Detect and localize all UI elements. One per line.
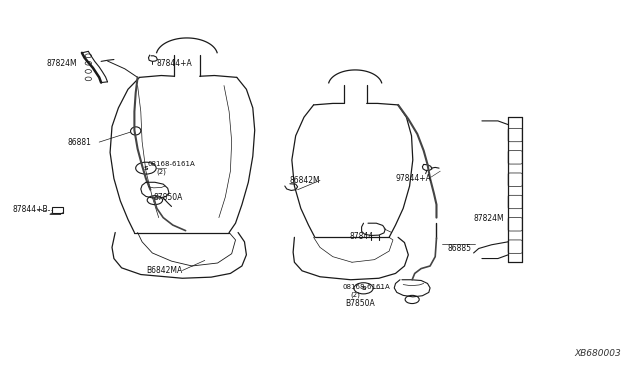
FancyBboxPatch shape [508,218,522,231]
FancyBboxPatch shape [508,151,522,164]
Text: 08168-6161A: 08168-6161A [147,161,195,167]
Text: 87824M: 87824M [474,214,504,223]
FancyBboxPatch shape [508,240,522,253]
Text: 86885: 86885 [448,244,472,253]
Text: 87844+B: 87844+B [13,205,49,214]
Text: 87844: 87844 [349,232,374,241]
Text: 87824M: 87824M [46,59,77,68]
Text: S: S [361,286,366,291]
Text: B7850A: B7850A [346,299,375,308]
Text: 97844+A: 97844+A [396,174,431,183]
Text: (2): (2) [157,169,166,175]
Text: 87850A: 87850A [154,193,183,202]
Text: 08168-6161A: 08168-6161A [342,284,390,290]
Text: 86881: 86881 [67,138,91,147]
FancyBboxPatch shape [508,195,522,209]
Text: 86842M: 86842M [289,176,320,185]
FancyBboxPatch shape [508,173,522,186]
Text: (2): (2) [351,292,360,298]
FancyBboxPatch shape [508,128,522,142]
Text: B6842MA: B6842MA [146,266,182,275]
Text: S: S [143,166,148,171]
Text: 87844+A: 87844+A [157,60,193,68]
Text: XB680003: XB680003 [574,349,621,358]
